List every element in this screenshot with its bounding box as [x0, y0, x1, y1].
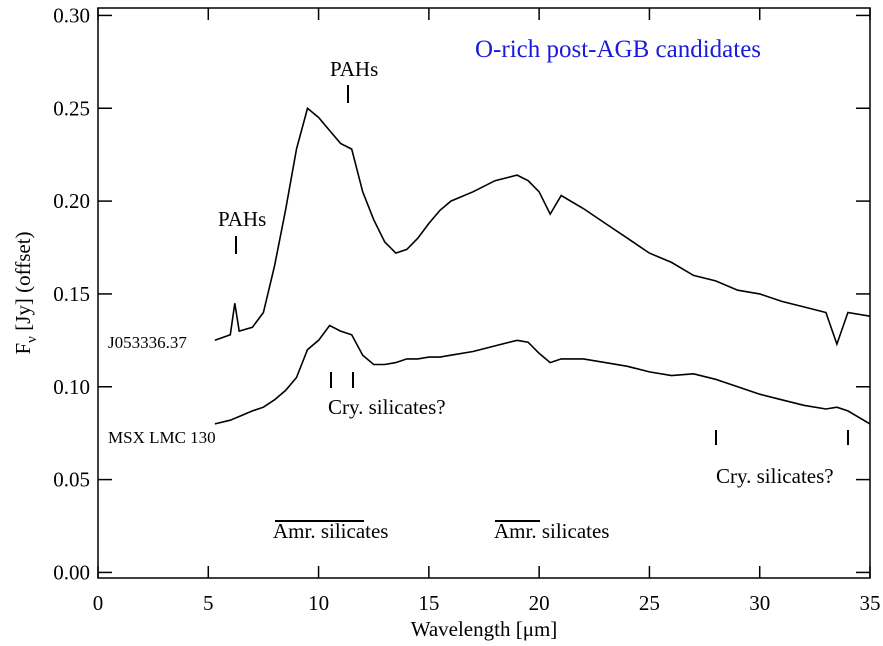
y-tick-label: 0.05	[53, 468, 90, 492]
x-tick-label: 15	[418, 591, 439, 615]
y-axis-label: Fν [Jy] (offset)	[11, 231, 40, 354]
x-tick-label: 35	[860, 591, 881, 615]
annotation: PAHs	[330, 57, 378, 81]
x-tick-label: 10	[308, 591, 329, 615]
title-annotation: O-rich post-AGB candidates	[475, 36, 761, 63]
annotation: Cry. silicates?	[716, 464, 834, 488]
y-tick-label: 0.00	[53, 560, 90, 584]
x-tick-label: 5	[203, 591, 214, 615]
series-label: J053336.37	[108, 333, 187, 352]
y-label-part: [Jy] (offset)	[11, 231, 35, 336]
y-tick-label: 0.20	[53, 189, 90, 213]
y-tick-label: 0.10	[53, 375, 90, 399]
x-axis-label: Wavelength [μm]	[411, 617, 558, 641]
x-tick-label: 25	[639, 591, 660, 615]
annotation: Amr. silicates	[273, 519, 388, 543]
y-tick-label: 0.15	[53, 282, 90, 306]
annotation: Cry. silicates?	[328, 395, 446, 419]
annotation: PAHs	[218, 207, 266, 231]
series-label: MSX LMC 130	[108, 428, 216, 447]
y-label-part: F	[11, 343, 35, 355]
y-label-part: ν	[24, 336, 40, 343]
annotation: Amr. silicates	[494, 519, 609, 543]
x-tick-label: 20	[529, 591, 550, 615]
x-tick-label: 30	[749, 591, 770, 615]
spectrum-line	[214, 324, 871, 425]
x-tick-label: 0	[93, 591, 104, 615]
y-tick-label: 0.30	[53, 3, 90, 27]
plot-frame	[97, 7, 871, 579]
spectrum-line	[214, 106, 871, 347]
y-tick-label: 0.25	[53, 96, 90, 120]
